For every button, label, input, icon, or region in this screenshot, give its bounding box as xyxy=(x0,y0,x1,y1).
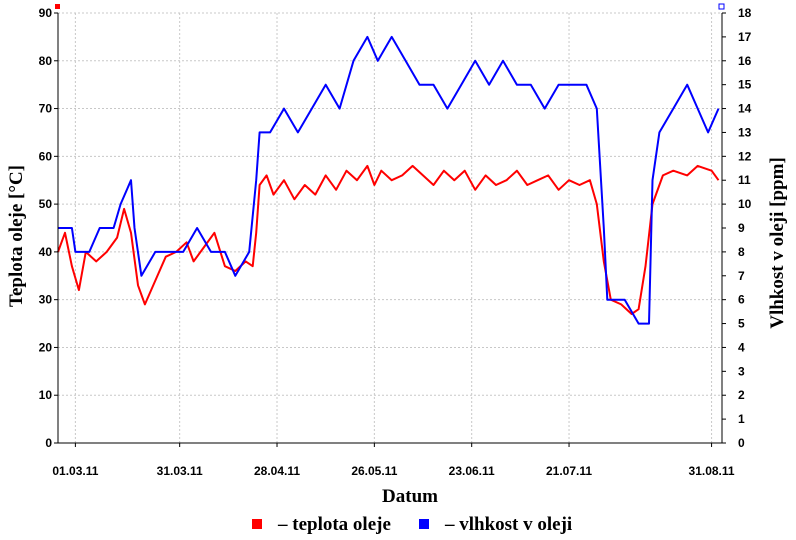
series-layer xyxy=(57,35,720,325)
x-axis-title: Datum xyxy=(382,486,438,507)
y-tick-right-label: 12 xyxy=(738,149,752,163)
y-tick-right-label: 3 xyxy=(738,364,745,378)
y-tick-right-label: 10 xyxy=(738,197,752,211)
y-tick-left-label: 30 xyxy=(39,293,53,307)
left-axis-marker xyxy=(55,4,60,9)
y-tick-right-label: 2 xyxy=(738,388,745,402)
y-tick-left-label: 10 xyxy=(39,388,53,402)
x-tick-label: 26.05.11 xyxy=(351,464,397,478)
y-tick-left-label: 80 xyxy=(39,54,53,68)
series-line-vlhkost xyxy=(58,35,720,325)
y-tick-right-label: 9 xyxy=(738,221,745,235)
y-tick-right-label: 11 xyxy=(738,173,751,187)
y-tick-right-label: 17 xyxy=(738,30,752,44)
x-tick-label: 23.06.11 xyxy=(449,464,495,478)
x-tick-label: 21.07.11 xyxy=(546,464,592,478)
y-tick-right-label: 16 xyxy=(738,54,752,68)
y-tick-left-label: 0 xyxy=(45,436,52,450)
y-tick-left-label: 60 xyxy=(39,149,53,163)
y-tick-right-label: 4 xyxy=(738,340,745,354)
y-tick-right-label: 14 xyxy=(738,102,752,116)
legend-swatch-vlhkost xyxy=(419,519,429,529)
y-tick-right-label: 6 xyxy=(738,293,745,307)
legend: – teplota oleje – vlhkost v oleji xyxy=(252,514,572,535)
y-tick-right-label: 5 xyxy=(738,317,745,331)
right-axis-marker xyxy=(718,3,725,10)
plot-area xyxy=(58,13,722,443)
y-tick-right-label: 8 xyxy=(738,245,745,259)
x-tick-label: 01.03.11 xyxy=(52,464,98,478)
ticks: 0102030405060708090012345678910111213141… xyxy=(39,6,752,478)
y-axis-left-title: Teplota oleje [°C] xyxy=(6,165,27,307)
y-tick-left-label: 40 xyxy=(39,245,53,259)
y-tick-left-label: 50 xyxy=(39,197,53,211)
y-tick-right-label: 15 xyxy=(738,78,752,92)
y-axis-right-title: Vlhkost v oleji [ppm] xyxy=(767,157,788,329)
x-tick-label: 31.08.11 xyxy=(689,464,735,478)
y-tick-right-label: 13 xyxy=(738,125,752,139)
legend-label-teplota: – teplota oleje xyxy=(277,514,391,535)
x-tick-label: 31.03.11 xyxy=(157,464,203,478)
grid xyxy=(58,12,722,443)
y-tick-left-label: 90 xyxy=(39,6,53,20)
x-tick-label: 28.04.11 xyxy=(254,464,300,478)
y-tick-right-label: 18 xyxy=(738,6,752,20)
y-tick-right-label: 0 xyxy=(738,436,745,450)
legend-swatch-teplota xyxy=(252,519,262,529)
y-tick-left-label: 20 xyxy=(39,340,53,354)
legend-label-vlhkost: – vlhkost v oleji xyxy=(444,514,572,535)
y-tick-right-label: 7 xyxy=(738,269,745,283)
y-tick-right-label: 1 xyxy=(738,412,745,426)
y-tick-left-label: 70 xyxy=(39,102,53,116)
